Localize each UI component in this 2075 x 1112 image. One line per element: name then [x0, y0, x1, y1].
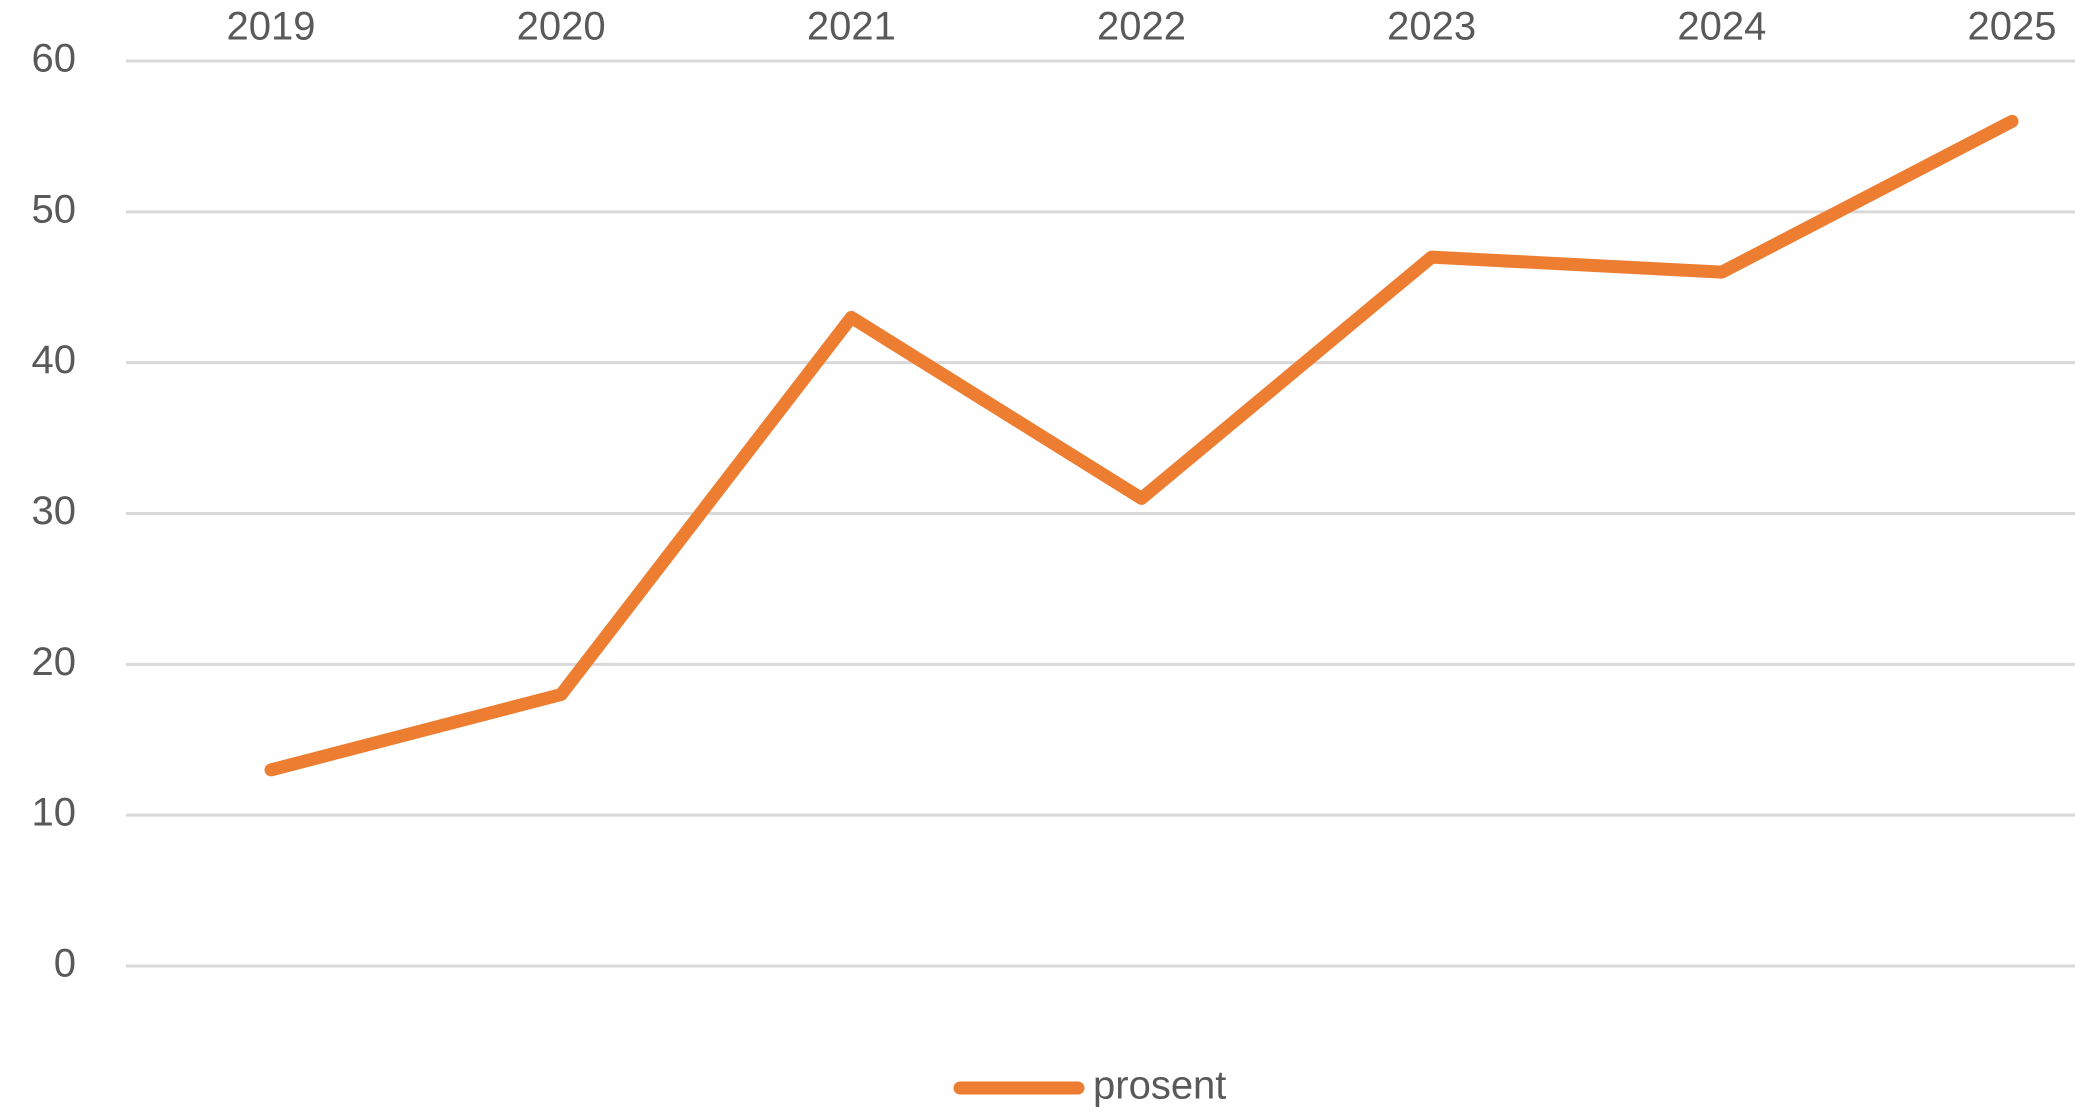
x-tick-label: 2024	[1677, 5, 1766, 49]
y-tick-label: 60	[32, 37, 77, 81]
y-tick-label: 10	[32, 791, 77, 835]
x-tick-label: 2023	[1387, 5, 1476, 49]
x-tick-label: 2021	[807, 5, 896, 49]
y-tick-label: 30	[32, 489, 77, 533]
data-line	[264, 114, 2019, 777]
x-tick-label: 2020	[517, 5, 606, 49]
y-tick-label: 50	[32, 187, 77, 231]
legend-label: prosent	[1093, 1064, 1226, 1108]
x-tick-label: 2019	[227, 5, 316, 49]
x-tick-label: 2025	[1968, 5, 2057, 49]
y-tick-label: 20	[32, 640, 77, 684]
x-tick-label: 2022	[1097, 5, 1186, 49]
y-tick-label: 0	[54, 942, 76, 986]
y-tick-label: 40	[32, 338, 77, 382]
